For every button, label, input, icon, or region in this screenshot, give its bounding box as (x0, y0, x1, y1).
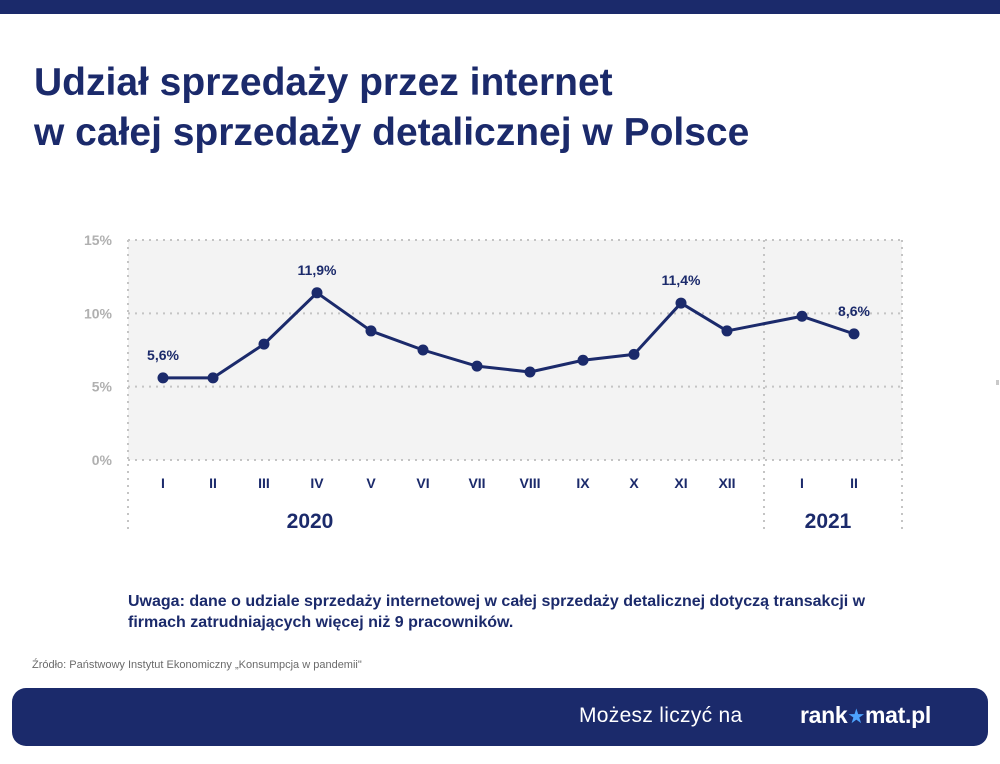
data-label: 8,6% (838, 303, 870, 319)
data-point (207, 372, 219, 384)
page-title: Udział sprzedaży przez internet w całej … (34, 58, 749, 158)
star-icon: ★ (847, 706, 866, 728)
x-tick-label: VI (416, 475, 429, 491)
data-label: 11,9% (298, 262, 337, 278)
x-tick-label: IX (576, 475, 590, 491)
x-tick-label: III (258, 475, 270, 491)
data-point (721, 325, 733, 337)
data-point (157, 372, 169, 384)
x-tick-label: II (209, 475, 217, 491)
footer-tagline: Możesz liczyć na (579, 704, 743, 727)
x-tick-label: I (161, 475, 165, 491)
edge-mark (996, 380, 999, 385)
x-tick-label: I (800, 475, 804, 491)
top-bar (0, 0, 1000, 14)
y-tick-label: 15% (84, 232, 113, 248)
x-tick-label: VIII (519, 475, 540, 491)
x-tick-label: II (850, 475, 858, 491)
source: Źródło: Państwowy Instytut Ekonomiczny „… (32, 659, 362, 671)
data-label: 5,6% (147, 347, 179, 363)
x-tick-label: V (366, 475, 376, 491)
data-point (848, 328, 860, 340)
data-label: 11,4% (662, 272, 701, 288)
x-tick-label: XII (718, 475, 735, 491)
y-tick-label: 10% (84, 305, 113, 321)
x-tick-label: IV (310, 475, 324, 491)
data-point (524, 366, 536, 378)
logo-text-right: mat.pl (865, 702, 931, 728)
data-point (258, 338, 270, 350)
data-point (796, 310, 808, 322)
title-line-2: w całej sprzedaży detalicznej w Polsce (34, 111, 750, 154)
data-point (417, 344, 429, 356)
year-label: 2021 (805, 510, 852, 533)
data-point (365, 325, 377, 337)
data-point (577, 354, 589, 366)
series-line (163, 291, 855, 380)
data-point (675, 297, 687, 309)
data-point (471, 360, 483, 372)
x-tick-label: VII (468, 475, 485, 491)
y-tick-label: 5% (92, 379, 113, 395)
data-point (628, 348, 640, 360)
x-tick-label: XI (674, 475, 687, 491)
logo-text-left: rank (800, 702, 848, 728)
title-line-1: Udział sprzedaży przez internet (34, 61, 613, 104)
footer-bar: Możesz liczyć na rank★mat.pl (12, 688, 988, 746)
x-tick-label: X (629, 475, 639, 491)
year-label: 2020 (287, 510, 334, 533)
note: Uwaga: dane o udziale sprzedaży internet… (128, 593, 866, 631)
data-point (311, 287, 323, 299)
rankomat-logo[interactable]: rank★mat.pl (800, 702, 931, 729)
y-tick-label: 0% (92, 452, 113, 468)
line-chart: 15%10%5%0%I II III IV V VI VII VIII IX X XI XII I II2… (84, 232, 903, 533)
plot-background (128, 240, 902, 460)
